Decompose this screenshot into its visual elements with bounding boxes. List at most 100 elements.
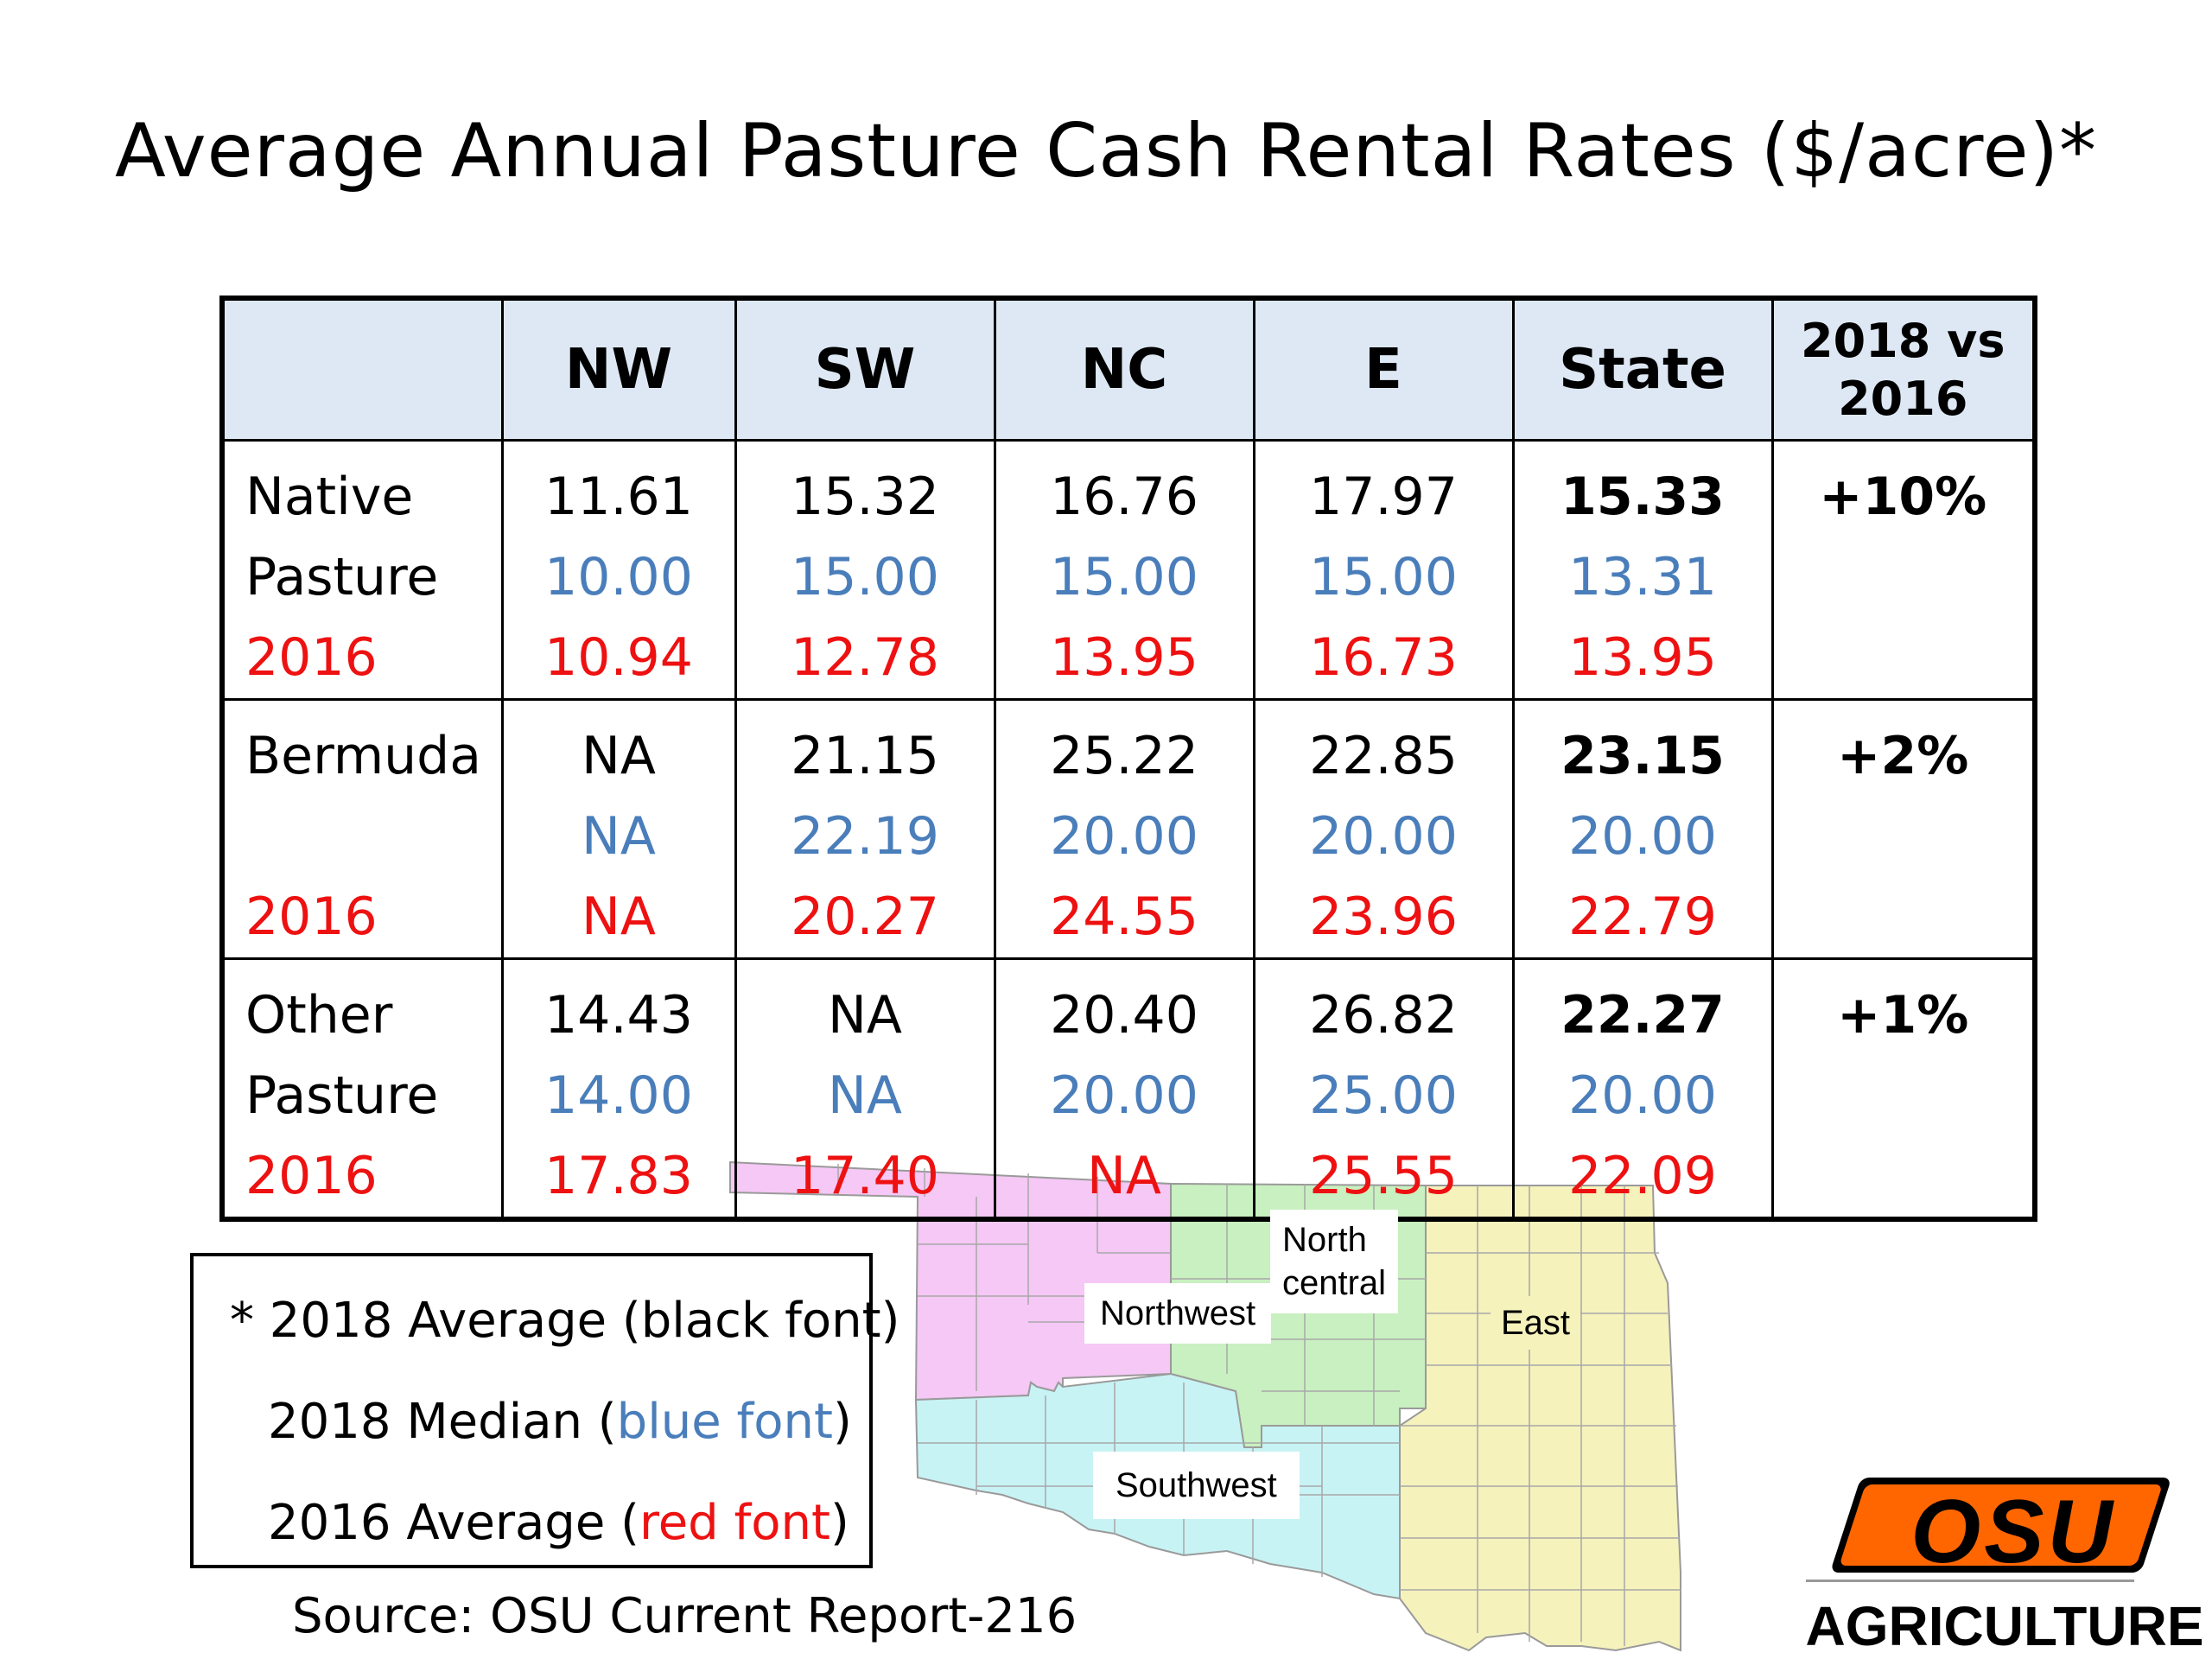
- value-2018-median: 20.00: [1309, 806, 1458, 867]
- value-2016-average: 22.09: [1568, 1146, 1717, 1206]
- value-2018-average: 15.33: [1560, 467, 1725, 527]
- value-2018-average: 21.15: [791, 726, 939, 786]
- value-2018-average: 16.76: [1050, 467, 1198, 527]
- value-2016-average: 20.27: [791, 887, 939, 947]
- row-label-line: [245, 797, 501, 877]
- cell-nw: 11.61 10.00 10.94: [500, 439, 737, 701]
- map-label-north-central: North central: [1270, 1210, 1399, 1313]
- legend-median-suffix: ): [832, 1394, 852, 1450]
- rental-rates-table-container: NW SW NC E State 2018 vs 2016 Native Past…: [219, 296, 2037, 1222]
- legend-2016-prefix: 2016 Average (: [268, 1495, 639, 1551]
- cell-e: 17.97 15.00 16.73: [1252, 439, 1515, 701]
- osu-agriculture-label: AGRICULTURE: [1805, 1595, 2204, 1657]
- value-2016-average: NA: [582, 887, 656, 947]
- value-2018-median: NA: [828, 1065, 902, 1126]
- value-2018-median: 25.00: [1309, 1065, 1458, 1126]
- cell-sw: NA NA 17.40: [734, 957, 996, 1221]
- legend-median-prefix: 2018 Median (: [268, 1394, 617, 1450]
- value-2018-average: 11.61: [544, 467, 693, 527]
- legend-line-2016-average: 2016 Average (red font): [194, 1493, 869, 1594]
- header-state: State: [1511, 296, 1774, 442]
- value-2018-average: 25.22: [1050, 726, 1198, 786]
- header-e: E: [1252, 296, 1515, 442]
- row-label-line: Bermuda: [245, 726, 482, 786]
- legend-2016-suffix: ): [830, 1495, 849, 1551]
- source-note: Source: OSU Current Report-216: [292, 1588, 1077, 1644]
- header-2018-vs-2016: 2018 vs 2016: [1770, 296, 2037, 442]
- value-2018-average: 22.85: [1309, 726, 1458, 786]
- cell-change: +10%: [1770, 439, 2037, 701]
- legend-median-colored: blue font: [616, 1394, 833, 1450]
- map-label-northwest: Northwest: [1084, 1283, 1272, 1344]
- cell-sw: 15.32 15.00 12.78: [734, 439, 996, 701]
- header-blank: [220, 296, 504, 442]
- legend-line-2018-median: 2018 Median (blue font): [194, 1392, 869, 1493]
- cell-e: 22.85 20.00 23.96: [1252, 698, 1515, 960]
- value-change-percent: +10%: [1819, 467, 1987, 527]
- row-label-line: Other: [245, 985, 393, 1046]
- table-row: Other Pasture 2016 14.43 14.00 17.83 NA NA 17.40…: [220, 957, 2037, 1221]
- value-2016-average: 23.96: [1309, 887, 1458, 947]
- row-label-line: Pasture: [245, 547, 439, 607]
- value-2018-median: 15.00: [1309, 547, 1458, 607]
- cell-sw: 21.15 22.19 20.27: [734, 698, 996, 960]
- value-change-percent: +2%: [1837, 726, 1969, 786]
- logo-divider: [1806, 1580, 2134, 1582]
- value-2016-average: 13.95: [1568, 627, 1717, 688]
- row-label: Bermuda 2016: [220, 698, 504, 960]
- row-label: Other Pasture 2016: [220, 957, 504, 1221]
- value-2016-average: NA: [1087, 1146, 1161, 1206]
- map-label-southwest: Southwest: [1093, 1452, 1300, 1519]
- value-2018-average: NA: [828, 985, 902, 1046]
- value-2018-average: 17.97: [1309, 467, 1458, 527]
- value-2018-average: NA: [582, 726, 656, 786]
- value-2018-average: 15.32: [791, 467, 939, 527]
- value-2018-median: 13.31: [1568, 547, 1717, 607]
- cell-change: +2%: [1770, 698, 2037, 960]
- row-label-line: 2016: [245, 1146, 378, 1206]
- map-label-north-central-line2: central: [1282, 1264, 1387, 1302]
- value-2018-median: 10.00: [544, 547, 693, 607]
- header-nc: NC: [993, 296, 1255, 442]
- cell-state: 15.33 13.31 13.95: [1511, 439, 1774, 701]
- value-2018-average: 14.43: [544, 985, 693, 1046]
- cell-nc: 25.22 20.00 24.55: [993, 698, 1255, 960]
- value-2018-median: 22.19: [791, 806, 939, 867]
- value-2016-average: 10.94: [544, 627, 693, 688]
- cell-nw: 14.43 14.00 17.83: [500, 957, 737, 1221]
- value-2018-average: 23.15: [1560, 726, 1725, 786]
- cell-nw: NA NA NA: [500, 698, 737, 960]
- value-2016-average: 17.40: [791, 1146, 939, 1206]
- row-label-line: 2016: [245, 627, 378, 688]
- row-label-line: 2016: [245, 887, 378, 947]
- value-2018-median: 20.00: [1050, 1065, 1198, 1126]
- table-header-row: NW SW NC E State 2018 vs 2016: [220, 296, 2037, 442]
- map-label-east: East: [1491, 1296, 1581, 1350]
- value-2016-average: 13.95: [1050, 627, 1198, 688]
- value-2018-median: NA: [582, 806, 656, 867]
- legend-line-2018-average: * 2018 Average (black font): [230, 1293, 900, 1349]
- osu-logo: OSU: [1832, 1478, 2170, 1582]
- osu-logo-text: OSU: [1910, 1482, 2115, 1582]
- value-2018-median: 14.00: [544, 1065, 693, 1126]
- value-2018-median: 15.00: [1050, 547, 1198, 607]
- map-label-north-central-line1: North: [1282, 1221, 1367, 1259]
- row-label: Native Pasture 2016: [220, 439, 504, 701]
- value-2016-average: 16.73: [1309, 627, 1458, 688]
- value-2016-average: 12.78: [791, 627, 939, 688]
- table-row: Bermuda 2016 NA NA NA 21.15 22.19 20.27 25.22 20.…: [220, 698, 2037, 960]
- value-2018-average: 26.82: [1309, 985, 1458, 1046]
- cell-e: 26.82 25.00 25.55: [1252, 957, 1515, 1221]
- value-2018-average: 20.40: [1050, 985, 1198, 1046]
- table-row: Native Pasture 2016 11.61 10.00 10.94 15.32 15.…: [220, 439, 2037, 701]
- value-change-percent: +1%: [1837, 985, 1969, 1046]
- cell-change: +1%: [1770, 957, 2037, 1221]
- row-label-line: Native: [245, 467, 414, 527]
- header-sw: SW: [734, 296, 996, 442]
- cell-nc: 20.40 20.00 NA: [993, 957, 1255, 1221]
- value-2018-median: 20.00: [1568, 1065, 1717, 1126]
- value-2018-median: 15.00: [791, 547, 939, 607]
- value-2016-average: 22.79: [1568, 887, 1717, 947]
- map-region-east: [1399, 1185, 1681, 1652]
- value-2016-average: 24.55: [1050, 887, 1198, 947]
